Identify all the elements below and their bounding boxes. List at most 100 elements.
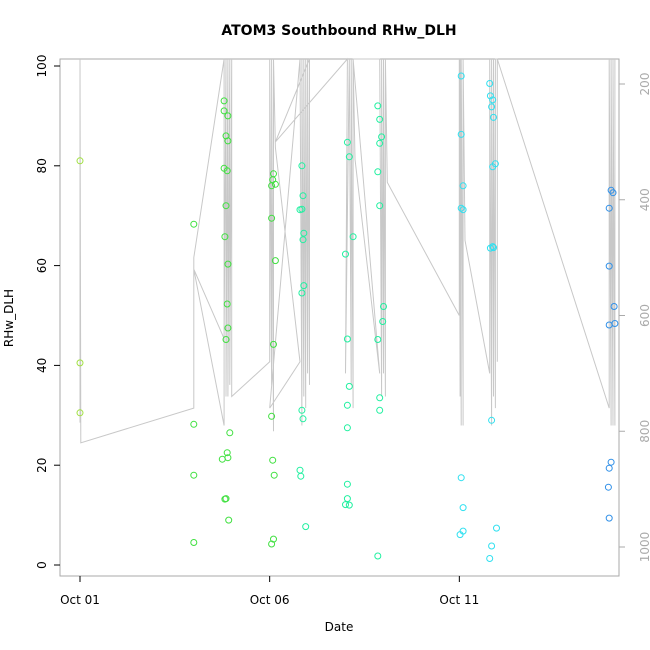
data-point <box>221 233 229 241</box>
data-point <box>296 466 304 474</box>
secondary-axis-frame <box>59 58 620 577</box>
data-point <box>224 260 232 268</box>
data-point <box>223 167 231 175</box>
data-point <box>302 523 310 531</box>
data-point <box>268 540 276 548</box>
y2-tick-label: 600 <box>638 304 650 327</box>
y-tick-label: 20 <box>35 458 49 473</box>
data-point <box>343 335 351 343</box>
y2-tick-label: 800 <box>638 420 650 443</box>
data-point <box>220 97 228 105</box>
data-point <box>343 424 351 432</box>
y-tick-label: 80 <box>35 158 49 173</box>
y-tick-label: 40 <box>35 358 49 373</box>
data-point <box>488 103 496 111</box>
data-point <box>343 138 351 146</box>
data-point <box>223 449 231 457</box>
data-point <box>380 303 387 310</box>
data-point <box>271 180 279 188</box>
data-point <box>222 202 230 210</box>
data-point <box>605 321 613 329</box>
data-point <box>268 182 276 190</box>
data-point <box>457 72 465 80</box>
y-tick-label: 100 <box>35 55 49 78</box>
data-point <box>609 189 617 197</box>
data-point <box>300 282 308 290</box>
y2-tick-label: 400 <box>638 188 650 211</box>
data-point <box>607 458 615 466</box>
data-point <box>379 318 387 325</box>
data-point <box>269 456 277 464</box>
data-point <box>488 416 496 424</box>
y-axis-label: RHw_DLH <box>2 289 16 347</box>
data-point <box>488 542 496 550</box>
data-point <box>378 133 386 141</box>
data-point <box>374 102 382 110</box>
data-point <box>376 394 384 402</box>
data-point <box>459 504 467 512</box>
data-point <box>270 340 277 348</box>
y2-tick-label: 200 <box>638 73 650 96</box>
data-point <box>486 92 494 100</box>
y-tick-label: 0 <box>35 561 49 569</box>
data-point <box>345 501 353 509</box>
data-point <box>605 464 613 472</box>
data-point <box>374 552 382 560</box>
data-point <box>349 233 357 241</box>
data-points <box>76 72 619 562</box>
data-point <box>343 401 351 409</box>
data-point <box>222 495 230 503</box>
data-point <box>374 168 382 176</box>
data-point <box>489 243 497 251</box>
data-point <box>218 455 226 463</box>
data-point <box>300 229 308 237</box>
data-point <box>343 480 351 488</box>
data-point <box>343 495 351 503</box>
secondary-y-axis: 200 400 600 800 1000 <box>619 73 650 563</box>
data-point <box>342 501 349 509</box>
data-point <box>298 162 306 170</box>
x-tick-label: Oct 01 <box>60 593 100 607</box>
data-point <box>298 289 306 297</box>
data-point <box>491 160 499 168</box>
altitude-trace-line <box>79 57 616 444</box>
data-point <box>297 472 305 480</box>
data-point <box>190 420 198 428</box>
x-tick-label: Oct 06 <box>250 593 290 607</box>
data-point <box>345 382 353 390</box>
data-point <box>489 96 497 104</box>
data-point <box>604 483 612 491</box>
data-point <box>299 192 307 200</box>
data-point <box>226 429 234 437</box>
y-axis: 0 20 40 60 80 100 <box>35 55 60 569</box>
data-point <box>224 324 232 332</box>
data-point <box>490 113 497 121</box>
data-point <box>490 244 497 252</box>
data-point <box>376 139 384 147</box>
data-point <box>457 130 465 138</box>
data-point <box>459 206 467 214</box>
data-point <box>486 80 494 87</box>
data-point <box>298 406 306 414</box>
data-point <box>224 454 232 462</box>
x-axis-label: Date <box>325 620 354 634</box>
chart-title: ATOM3 Southbound RHw_DLH <box>221 23 456 39</box>
data-point <box>374 336 382 343</box>
data-point <box>299 415 307 423</box>
altitude-trace <box>79 57 616 444</box>
data-point <box>224 112 232 120</box>
data-point <box>299 236 307 244</box>
data-point <box>493 524 500 532</box>
data-point <box>224 137 232 145</box>
data-point <box>605 262 613 270</box>
data-point <box>268 214 276 222</box>
y-tick-label: 60 <box>35 258 49 273</box>
y2-tick-label: 1000 <box>638 532 650 563</box>
data-point <box>376 406 384 414</box>
data-point <box>76 157 84 165</box>
data-point <box>220 107 228 115</box>
data-point <box>225 516 233 524</box>
data-point <box>345 153 353 161</box>
data-point <box>222 336 230 343</box>
x-axis: Oct 01 Oct 06 Oct 11 <box>60 576 479 607</box>
